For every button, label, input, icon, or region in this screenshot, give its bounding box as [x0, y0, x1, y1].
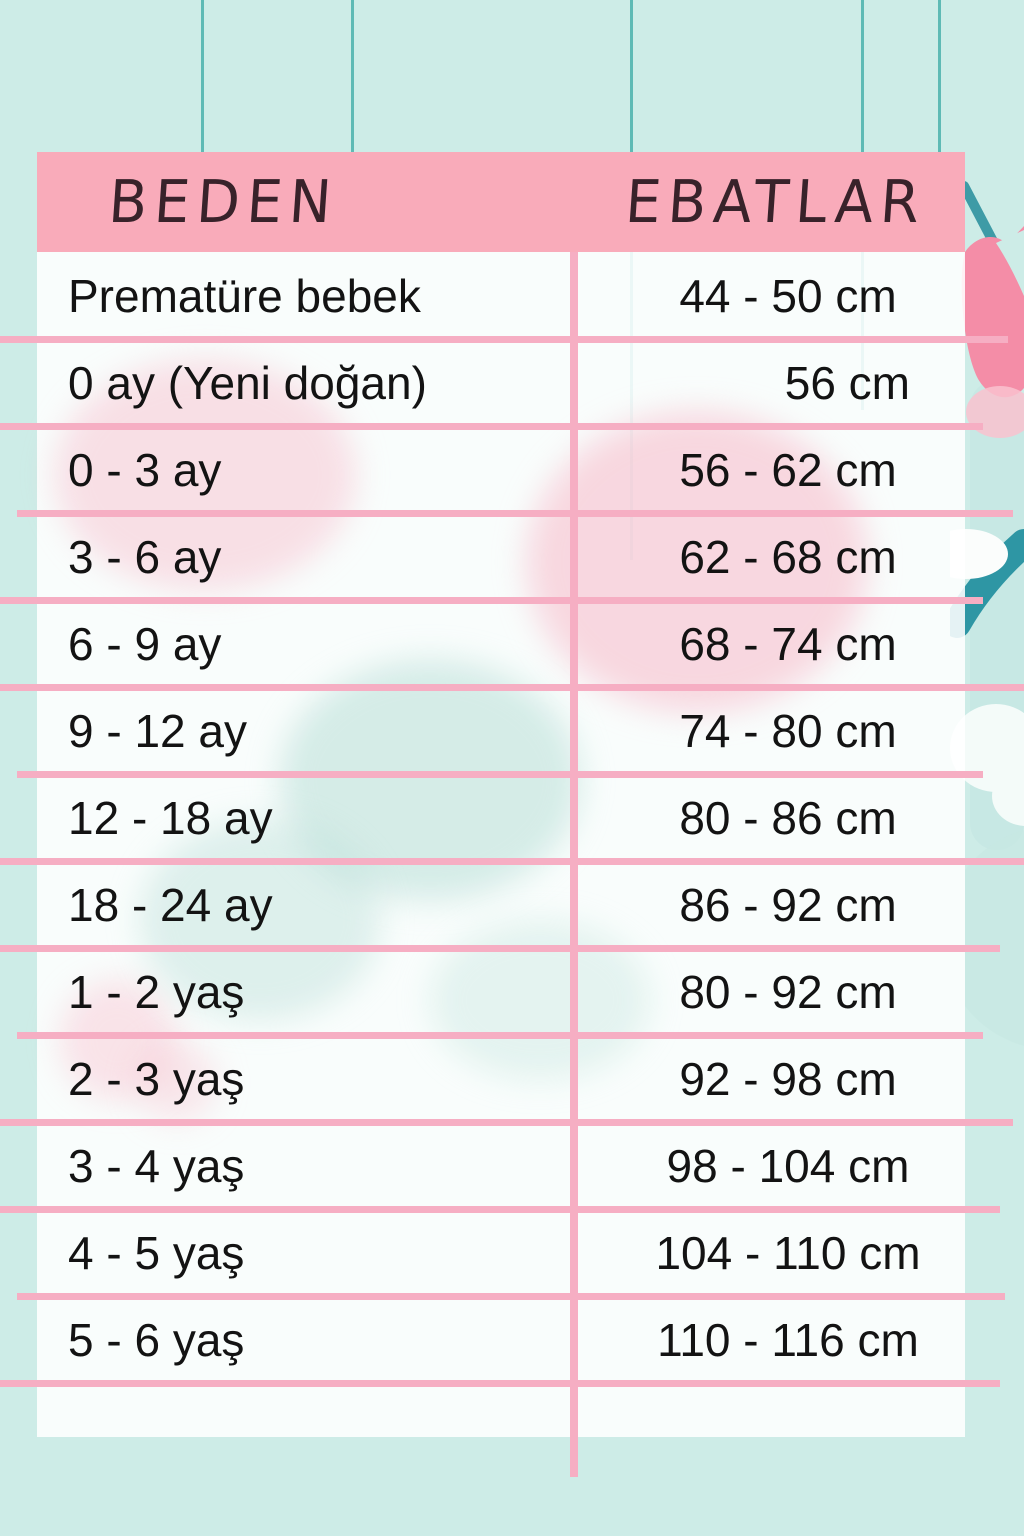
dimensions-cell: 80 - 86 cm	[679, 791, 897, 844]
table-row: 9 - 12 ay 74 - 80 cm	[37, 687, 965, 774]
dimensions-cell: 92 - 98 cm	[679, 1052, 897, 1105]
size-cell: 0 - 3 ay	[68, 443, 222, 496]
row-separator-line	[0, 1380, 1000, 1387]
size-cell: 0 ay (Yeni doğan)	[68, 356, 427, 409]
dimensions-cell: 104 - 110 cm	[655, 1226, 921, 1279]
size-cell: 4 - 5 yaş	[68, 1226, 245, 1279]
size-cell: 1 - 2 yaş	[68, 965, 245, 1018]
table-header: BEDEN EBATLAR	[37, 152, 965, 252]
size-cell: 2 - 3 yaş	[68, 1052, 245, 1105]
header-dimensions: EBATLAR	[623, 167, 929, 237]
table-row: 2 - 3 yaş 92 - 98 cm	[37, 1035, 965, 1122]
table-row: 18 - 24 ay 86 - 92 cm	[37, 861, 965, 948]
dimensions-cell: 110 - 116 cm	[657, 1313, 919, 1366]
row-separator-line	[0, 336, 1008, 343]
row-separator-line	[0, 597, 983, 604]
cloud-icon	[950, 704, 1024, 792]
row-separator-line	[17, 1032, 983, 1039]
dimensions-cell: 56 cm	[784, 356, 910, 409]
pink-balloon-icon	[961, 226, 1024, 398]
table-row: 6 - 9 ay 68 - 74 cm	[37, 600, 965, 687]
table-row: 3 - 6 ay 62 - 68 cm	[37, 513, 965, 600]
dimensions-cell: 86 - 92 cm	[679, 878, 897, 931]
size-cell: 18 - 24 ay	[68, 878, 273, 931]
table-row: 12 - 18 ay 80 - 86 cm	[37, 774, 965, 861]
row-separator-line	[0, 1119, 1013, 1126]
table-row: Prematüre bebek 44 - 50 cm	[37, 252, 965, 339]
row-separator-line	[0, 423, 983, 430]
dimensions-cell: 62 - 68 cm	[679, 530, 897, 583]
dimensions-cell: 74 - 80 cm	[679, 704, 897, 757]
size-table: BEDEN EBATLAR Prematüre bebek 44 - 50 cm…	[37, 152, 965, 1437]
row-separator-line	[17, 1293, 1005, 1300]
hanging-string-icon	[938, 0, 941, 165]
table-row: 0 - 3 ay 56 - 62 cm	[37, 426, 965, 513]
header-size: BEDEN	[106, 167, 341, 237]
dimensions-cell: 56 - 62 cm	[679, 443, 897, 496]
right-edge-decorations	[950, 181, 1024, 1046]
size-cell: 6 - 9 ay	[68, 617, 222, 670]
row-separator-line	[17, 510, 1013, 517]
teal-circle-shape	[950, 830, 1024, 1046]
size-cell: 9 - 12 ay	[68, 704, 247, 757]
row-separator-line	[0, 858, 1024, 865]
table-row: 5 - 6 yaş 110 - 116 cm	[37, 1296, 965, 1383]
row-separator-line	[0, 945, 1000, 952]
size-cell: Prematüre bebek	[68, 269, 421, 322]
size-cell: 12 - 18 ay	[68, 791, 273, 844]
row-separator-line	[17, 771, 983, 778]
size-cell: 5 - 6 yaş	[68, 1313, 245, 1366]
row-separator-line	[0, 684, 1024, 691]
hanging-string-icon	[201, 0, 204, 152]
size-cell: 3 - 6 ay	[68, 530, 222, 583]
table-row: 3 - 4 yaş 98 - 104 cm	[37, 1122, 965, 1209]
dimensions-cell: 68 - 74 cm	[679, 617, 897, 670]
dimensions-cell: 80 - 92 cm	[679, 965, 897, 1018]
empty-table-row	[37, 1383, 965, 1437]
hanging-string-icon	[351, 0, 354, 152]
row-separator-line	[0, 1206, 1000, 1213]
dimensions-cell: 44 - 50 cm	[679, 269, 897, 322]
table-row: 4 - 5 yaş 104 - 110 cm	[37, 1209, 965, 1296]
table-row: 0 ay (Yeni doğan) 56 cm	[37, 339, 965, 426]
size-cell: 3 - 4 yaş	[68, 1139, 245, 1192]
dimensions-cell: 98 - 104 cm	[666, 1139, 910, 1192]
table-row: 1 - 2 yaş 80 - 92 cm	[37, 948, 965, 1035]
cloud-icon	[992, 766, 1024, 826]
balloon-notch-shape	[996, 230, 1024, 296]
